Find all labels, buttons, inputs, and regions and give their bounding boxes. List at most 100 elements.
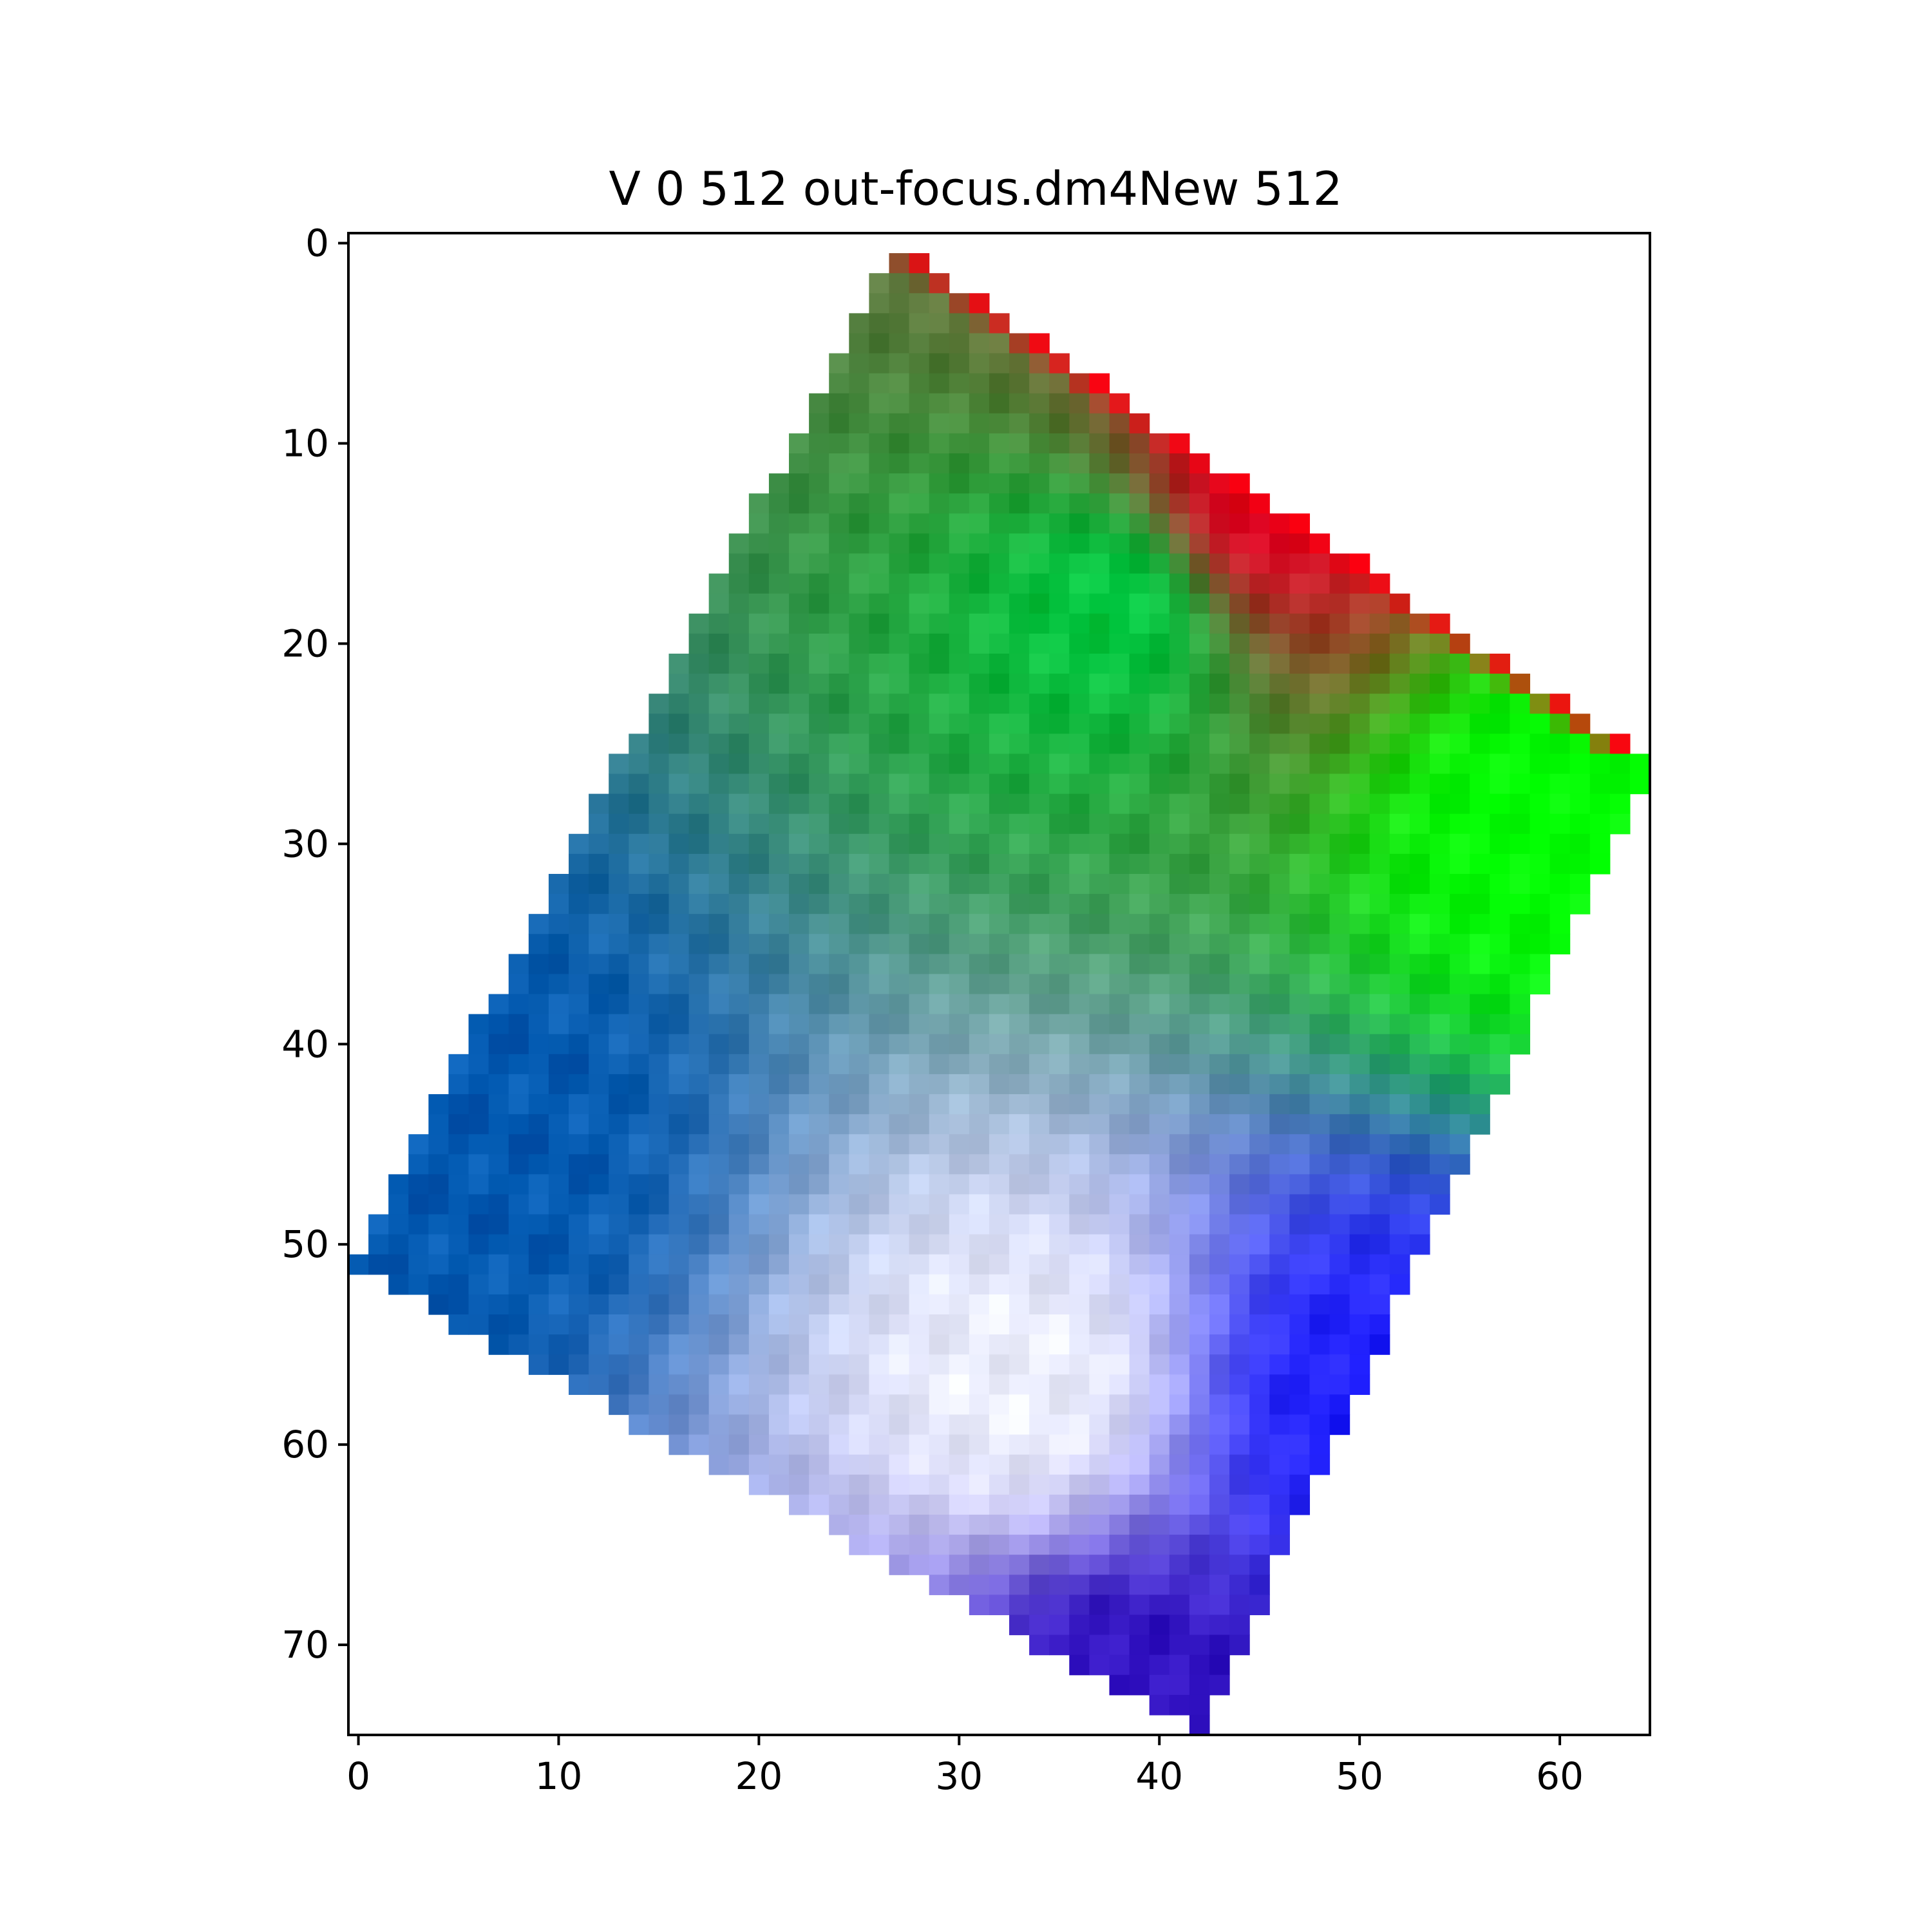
heatmap-cell bbox=[1309, 894, 1331, 914]
heatmap-cell bbox=[1209, 793, 1230, 815]
heatmap-cell bbox=[829, 353, 849, 374]
heatmap-cell bbox=[609, 1314, 629, 1335]
heatmap-cell bbox=[1349, 813, 1370, 835]
heatmap-cell bbox=[789, 653, 810, 674]
heatmap-cell bbox=[1109, 1154, 1130, 1175]
heatmap-cell bbox=[1149, 1555, 1170, 1575]
heatmap-cell bbox=[448, 1074, 469, 1095]
heatmap-cell bbox=[629, 1314, 649, 1335]
heatmap-cell bbox=[909, 813, 930, 835]
heatmap-cell bbox=[1089, 1615, 1110, 1636]
heatmap-cell bbox=[829, 674, 849, 694]
heatmap-cell bbox=[528, 934, 549, 954]
heatmap-cell bbox=[1329, 694, 1350, 714]
heatmap-cell bbox=[1269, 573, 1290, 594]
heatmap-cell bbox=[1149, 633, 1170, 654]
heatmap-cell bbox=[1409, 613, 1430, 634]
heatmap-cell bbox=[1309, 1054, 1331, 1075]
heatmap-cell bbox=[889, 1134, 910, 1155]
heatmap-cell bbox=[809, 1494, 829, 1515]
heatmap-cell bbox=[889, 833, 910, 855]
heatmap-cell bbox=[1189, 1454, 1210, 1475]
heatmap-cell bbox=[1269, 1354, 1290, 1375]
heatmap-cell bbox=[1369, 1174, 1390, 1195]
heatmap-cell bbox=[1009, 1334, 1030, 1355]
heatmap-cell bbox=[1029, 1394, 1050, 1416]
heatmap-cell bbox=[1409, 974, 1430, 995]
heatmap-cell bbox=[748, 1114, 770, 1135]
heatmap-cell bbox=[748, 1254, 770, 1275]
heatmap-cell bbox=[989, 674, 1010, 694]
heatmap-cell bbox=[1129, 994, 1150, 1015]
heatmap-cell bbox=[1049, 773, 1070, 795]
heatmap-cell bbox=[1049, 1114, 1070, 1135]
heatmap-cell bbox=[548, 1014, 569, 1035]
heatmap-cell bbox=[548, 873, 569, 895]
heatmap-cell bbox=[1349, 1014, 1370, 1035]
heatmap-cell bbox=[889, 273, 910, 294]
heatmap-cell bbox=[1329, 613, 1350, 634]
heatmap-cell bbox=[1009, 433, 1030, 454]
heatmap-cell bbox=[1169, 994, 1190, 1015]
heatmap-cell bbox=[649, 753, 670, 775]
heatmap-cell bbox=[1109, 853, 1130, 875]
heatmap-cell bbox=[1269, 1374, 1290, 1396]
heatmap-cell bbox=[708, 954, 730, 975]
heatmap-cell bbox=[929, 1274, 950, 1295]
plot-frame bbox=[347, 232, 1651, 1736]
heatmap-cell bbox=[1409, 813, 1430, 835]
heatmap-cell bbox=[408, 1154, 429, 1175]
heatmap-cell bbox=[1009, 1234, 1030, 1255]
heatmap-cell bbox=[1470, 793, 1490, 815]
heatmap-cell bbox=[1389, 833, 1410, 855]
heatmap-cell bbox=[728, 1074, 750, 1095]
heatmap-cell bbox=[969, 1575, 990, 1595]
heatmap-cell bbox=[949, 533, 970, 554]
heatmap-cell bbox=[688, 1314, 710, 1335]
heatmap-cell bbox=[969, 393, 990, 414]
heatmap-cell bbox=[569, 1234, 589, 1255]
heatmap-cell bbox=[708, 593, 730, 614]
heatmap-cell bbox=[1069, 1434, 1090, 1455]
plot-area bbox=[348, 233, 1651, 1736]
heatmap-cell bbox=[609, 1154, 629, 1175]
heatmap-cell bbox=[989, 653, 1010, 674]
x-tick-label: 10 bbox=[535, 1754, 583, 1798]
heatmap-cell bbox=[1309, 1454, 1331, 1475]
heatmap-cell bbox=[1229, 1394, 1250, 1416]
heatmap-cell bbox=[1309, 1434, 1331, 1455]
heatmap-cell bbox=[869, 1174, 890, 1195]
heatmap-cell bbox=[1029, 1514, 1050, 1535]
heatmap-cell bbox=[949, 653, 970, 674]
heatmap-cell bbox=[708, 773, 730, 795]
heatmap-cell bbox=[1109, 473, 1130, 494]
y-tick-label: 40 bbox=[281, 1022, 329, 1066]
heatmap-cell bbox=[1149, 1694, 1170, 1716]
heatmap-cell bbox=[1510, 813, 1531, 835]
heatmap-cell bbox=[1349, 714, 1370, 734]
heatmap-cell bbox=[989, 313, 1010, 334]
heatmap-cell bbox=[1329, 653, 1350, 674]
heatmap-cell bbox=[1189, 513, 1210, 534]
heatmap-cell bbox=[789, 1454, 810, 1475]
heatmap-cell bbox=[909, 793, 930, 815]
heatmap-cell bbox=[949, 493, 970, 514]
heatmap-cell bbox=[649, 1174, 670, 1195]
heatmap-cell bbox=[1109, 894, 1130, 914]
heatmap-cell bbox=[829, 473, 849, 494]
heatmap-cell bbox=[1169, 1454, 1190, 1475]
heatmap-cell bbox=[869, 313, 890, 334]
heatmap-cell bbox=[989, 1434, 1010, 1455]
heatmap-cell bbox=[1530, 753, 1551, 775]
heatmap-cell bbox=[1049, 1414, 1070, 1435]
heatmap-cell bbox=[1369, 573, 1390, 594]
heatmap-cell bbox=[428, 1114, 450, 1135]
heatmap-cell bbox=[1069, 1615, 1090, 1636]
heatmap-cell bbox=[789, 1134, 810, 1155]
heatmap-cell bbox=[1149, 753, 1170, 775]
heatmap-cell bbox=[969, 734, 990, 755]
heatmap-cell bbox=[1249, 1274, 1270, 1295]
heatmap-cell bbox=[1209, 1314, 1230, 1335]
heatmap-cell bbox=[909, 313, 930, 334]
heatmap-cell bbox=[1209, 1294, 1230, 1315]
